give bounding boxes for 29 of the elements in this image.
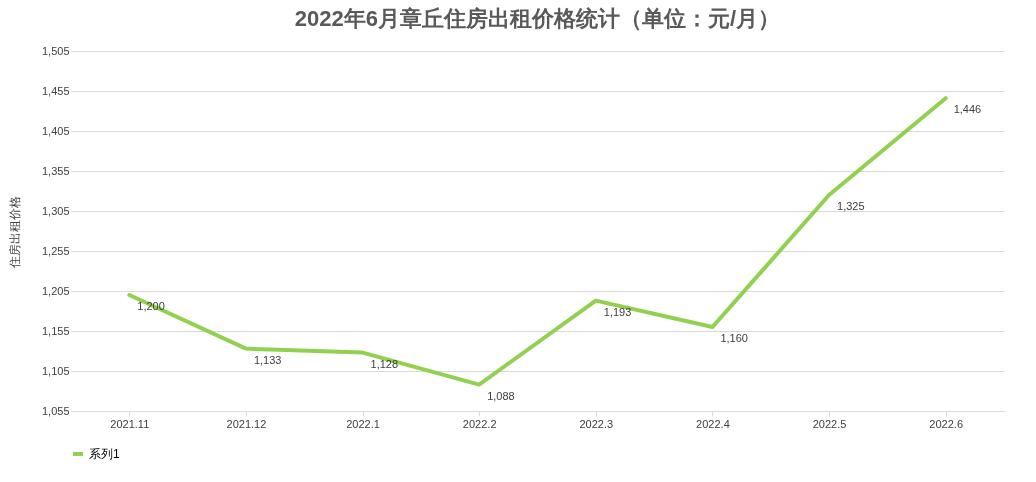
y-tick-label: 1,455 (41, 84, 70, 97)
x-tick-label: 2022.2 (462, 417, 497, 430)
y-tick-label: 1,305 (41, 204, 70, 217)
y-tick-label: 1,355 (41, 164, 70, 177)
y-tick-label: 1,405 (41, 124, 70, 137)
y-tick-label: 1,105 (41, 364, 70, 377)
x-tick-label: 2021.11 (110, 417, 150, 430)
y-tick-label: 1,155 (41, 324, 70, 337)
data-label: 1,446 (953, 103, 982, 116)
data-label: 1,128 (370, 357, 399, 370)
y-tick-label: 1,255 (41, 244, 70, 257)
line-series (127, 96, 948, 387)
y-tick-label: 1,205 (41, 284, 70, 297)
y-axis-title: 住房出租价格 (7, 195, 22, 269)
x-tick-label: 2022.5 (812, 417, 847, 430)
y-tick-label: 1,055 (41, 404, 70, 417)
x-tick-label: 2022.3 (579, 417, 614, 430)
data-label: 1,193 (603, 305, 632, 318)
chart-title: 2022年6月章丘住房出租价格统计（单位：元/月） (294, 6, 781, 31)
x-tick-label: 2021.12 (226, 417, 267, 430)
x-tick-label: 2022.6 (929, 417, 964, 430)
y-tick-label: 1,505 (41, 44, 70, 57)
data-label: 1,160 (720, 332, 748, 344)
data-label: 1,325 (837, 200, 865, 212)
data-label: 1,133 (253, 353, 282, 366)
data-label: 1,088 (487, 389, 515, 402)
x-tick-label: 2022.4 (696, 417, 730, 430)
x-tick-label: 2022.1 (346, 417, 380, 430)
legend-label: 系列1 (89, 447, 120, 461)
